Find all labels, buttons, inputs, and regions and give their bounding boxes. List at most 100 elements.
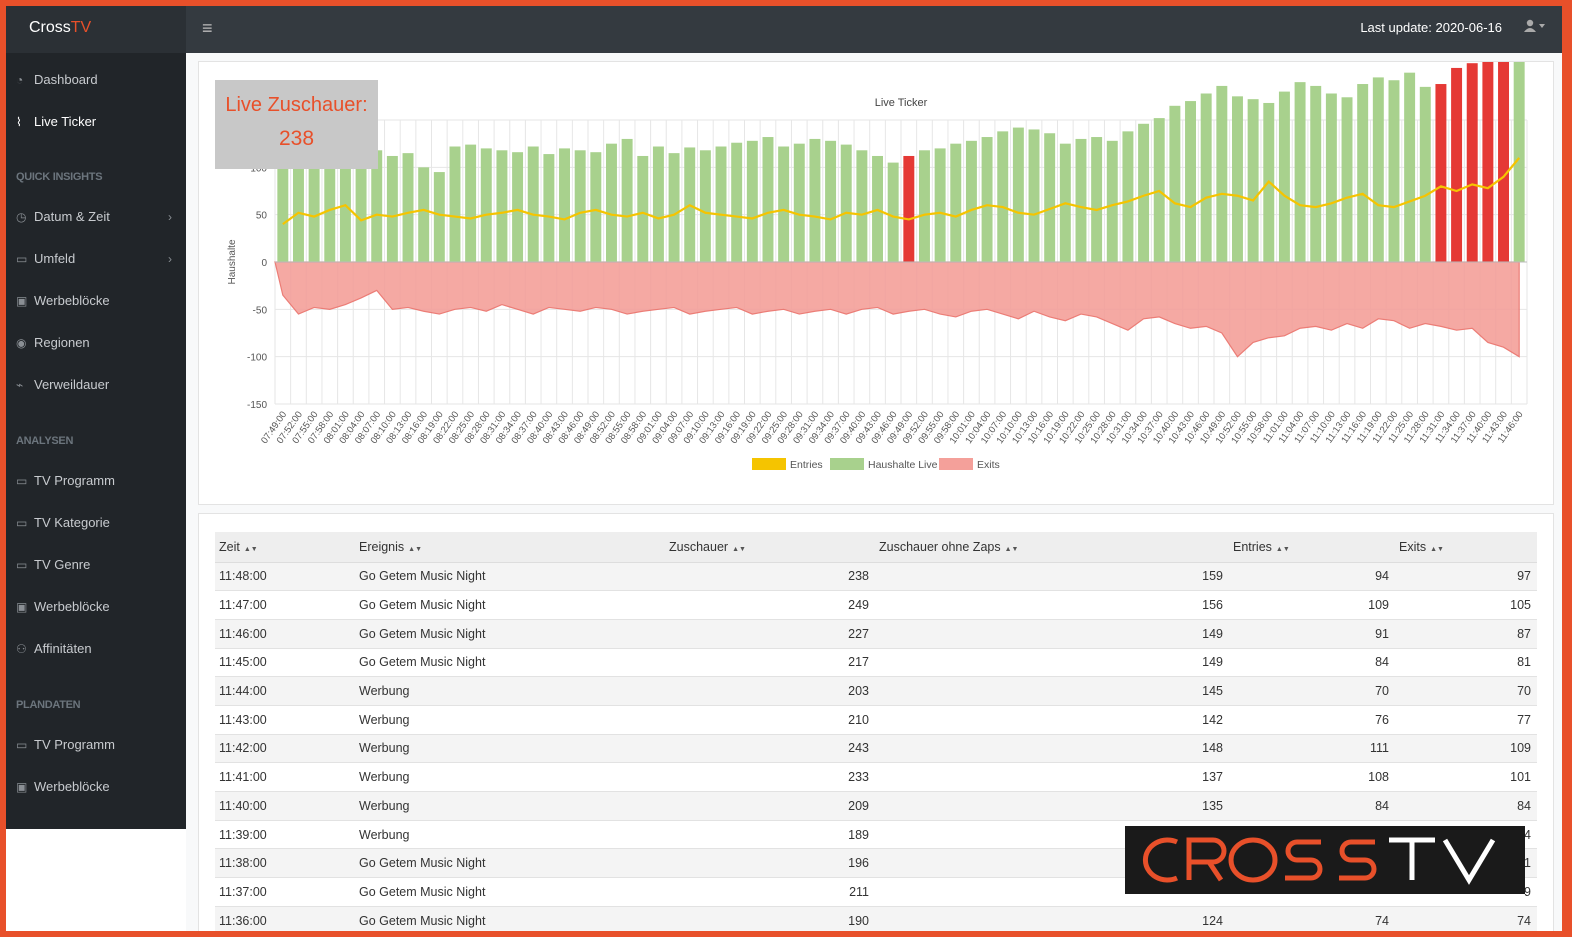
table-cell: 77 (1395, 705, 1537, 735)
series-exits-area (274, 261, 1520, 358)
table-cell: 11:37:00 (215, 877, 355, 907)
table-card: Zeit ▲▼ Ereignis ▲▼ Zuschauer ▲▼ Zuschauer … (198, 513, 1554, 931)
sidebar-item-umfeld[interactable]: ▭ Umfeld › (6, 244, 186, 274)
col-header-entries[interactable]: Entries ▲▼ (1229, 532, 1395, 563)
hamburger-icon[interactable]: ≡ (202, 18, 213, 38)
sidebar-item-live-ticker[interactable]: ⌇ Live Ticker (6, 107, 186, 137)
legend-label: Haushalte Live (868, 459, 938, 471)
table-row[interactable]: 11:40:00 Werbung 209 135 84 84 (215, 791, 1537, 821)
sidebar-item-label: Dashboard (34, 72, 98, 87)
y-tick-label: -50 (253, 305, 268, 316)
users-icon: ⚇ (16, 642, 27, 656)
sidebar-item-tv-genre[interactable]: ▭ TV Genre (6, 550, 186, 580)
table-cell: 74 (1395, 906, 1537, 931)
user-icon[interactable] (1524, 19, 1548, 36)
sidebar-item-werbebloecke-analysen[interactable]: ▣ Werbeblöcke (6, 592, 186, 622)
sort-icon[interactable]: ▲▼ (243, 545, 258, 553)
table-cell: 11:44:00 (215, 676, 355, 706)
sort-icon[interactable]: ▲▼ (1275, 545, 1290, 553)
table-cell: 159 (875, 562, 1229, 592)
bar-haushalte-live (1091, 137, 1103, 262)
col-header-zuschauer-ohne-zaps[interactable]: Zuschauer ohne Zaps ▲▼ (875, 532, 1229, 563)
table-cell: Werbung (355, 734, 665, 764)
col-header-zeit[interactable]: Zeit ▲▼ (215, 532, 355, 563)
sidebar-item-tv-kategorie[interactable]: ▭ TV Kategorie (6, 508, 186, 538)
bar-haushalte-live (1012, 127, 1024, 262)
bar-haushalte-live (1278, 91, 1290, 262)
sidebar: ◔ Dashboard ⌇ Live Ticker QUICK INSIGHTS ◷… (6, 53, 186, 829)
bar-haushalte-live (590, 152, 602, 262)
bar-haushalte-live (825, 140, 837, 262)
table-cell: 210 (665, 705, 875, 735)
table-row[interactable]: 11:48:00 Go Getem Music Night 238 159 94 97 (215, 562, 1537, 592)
crosstv-watermark-logo (1125, 826, 1525, 894)
brand-part2: TV (70, 19, 92, 36)
table-cell: 227 (665, 619, 875, 649)
table-cell: 145 (875, 676, 1229, 706)
table-cell: 81 (1395, 648, 1537, 678)
table-row[interactable]: 11:44:00 Werbung 203 145 70 70 (215, 676, 1537, 706)
brand-logo[interactable]: CrossTV (6, 6, 186, 53)
bar-haushalte-live (950, 143, 962, 262)
table-row[interactable]: 11:46:00 Go Getem Music Night 227 149 91 87 (215, 619, 1537, 649)
sort-icon[interactable]: ▲▼ (408, 545, 423, 553)
bar-haushalte-live (965, 140, 977, 262)
table-row[interactable]: 11:41:00 Werbung 233 137 108 101 (215, 762, 1537, 792)
clock-icon: ◷ (16, 210, 27, 224)
app-window: CrossTV ≡ Last update: 2020-06-16 ◔ Dashb… (6, 6, 1562, 931)
sidebar-item-label: Datum & Zeit (34, 209, 110, 224)
sidebar-item-dashboard[interactable]: ◔ Dashboard (6, 65, 186, 95)
live-viewers-value: 238 (278, 127, 315, 150)
table-cell: 11:46:00 (215, 619, 355, 649)
table-cell: Go Getem Music Night (355, 648, 665, 678)
col-header-exits[interactable]: Exits ▲▼ (1395, 532, 1537, 563)
series-entries-line (282, 157, 1521, 226)
sidebar-item-regionen[interactable]: ◉ Regionen (6, 328, 186, 358)
table-cell: 209 (665, 791, 875, 821)
sidebar-item-label: TV Kategorie (34, 515, 110, 530)
bar-haushalte-live (543, 154, 555, 262)
sidebar-item-werbebloecke[interactable]: ▣ Werbeblöcke (6, 286, 186, 316)
table-cell: 135 (875, 791, 1229, 821)
bar-haushalte-live (903, 155, 915, 262)
sidebar-item-affinitaeten[interactable]: ⚇ Affinitäten (6, 634, 186, 664)
ad-icon: ▣ (16, 294, 28, 308)
table-cell: Go Getem Music Night (355, 619, 665, 649)
y-tick-label: -150 (247, 400, 267, 411)
sidebar-item-plan-werbebloecke[interactable]: ▣ Werbeblöcke (6, 772, 186, 802)
sort-icon[interactable]: ▲▼ (1004, 545, 1019, 553)
sidebar-item-label: TV Programm (34, 473, 115, 488)
table-row[interactable]: 11:42:00 Werbung 243 148 111 109 (215, 734, 1537, 764)
table-cell: 11:41:00 (215, 762, 355, 792)
bar-haushalte-live (1341, 97, 1353, 262)
table-cell: Go Getem Music Night (355, 877, 665, 907)
sidebar-item-label: Umfeld (34, 251, 76, 266)
table-row[interactable]: 11:47:00 Go Getem Music Night 249 156 109 105 (215, 590, 1537, 620)
bar-haushalte-live (934, 148, 946, 262)
table-cell: 189 (665, 820, 875, 850)
sidebar-item-plan-tv-programm[interactable]: ▭ TV Programm (6, 730, 186, 760)
sidebar-item-tv-programm[interactable]: ▭ TV Programm (6, 466, 186, 496)
bar-haushalte-live (605, 143, 617, 262)
col-header-label: Ereignis (359, 539, 405, 554)
table-body: 11:48:00 Go Getem Music Night 238 159 94 97 11… (215, 562, 1537, 931)
sidebar-item-datum-zeit[interactable]: ◷ Datum & Zeit › (6, 202, 186, 232)
chart-line-icon: ⌁ (16, 378, 24, 392)
col-header-ereignis[interactable]: Ereignis ▲▼ (355, 532, 665, 563)
bar-haushalte-live (308, 159, 320, 262)
bar-haushalte-live (1294, 82, 1306, 262)
sort-icon[interactable]: ▲▼ (732, 545, 746, 553)
table-cell: Go Getem Music Night (355, 590, 665, 620)
col-header-label: Zeit (219, 539, 240, 554)
bar-haushalte-live (1435, 84, 1447, 262)
col-header-zuschauer[interactable]: Zuschauer ▲▼ (665, 532, 875, 563)
sort-icon[interactable]: ▲▼ (1430, 545, 1444, 553)
table-cell: 243 (665, 734, 875, 764)
col-header-label: Zuschauer (669, 539, 729, 554)
sidebar-item-verweildauer[interactable]: ⌁ Verweildauer (6, 370, 186, 400)
table-row[interactable]: 11:43:00 Werbung 210 142 76 77 (215, 705, 1537, 735)
table-row[interactable]: 11:36:00 Go Getem Music Night 190 124 74 74 (215, 906, 1537, 931)
table-row[interactable]: 11:45:00 Go Getem Music Night 217 149 84 81 (215, 648, 1537, 678)
table-cell: 149 (875, 619, 1229, 649)
